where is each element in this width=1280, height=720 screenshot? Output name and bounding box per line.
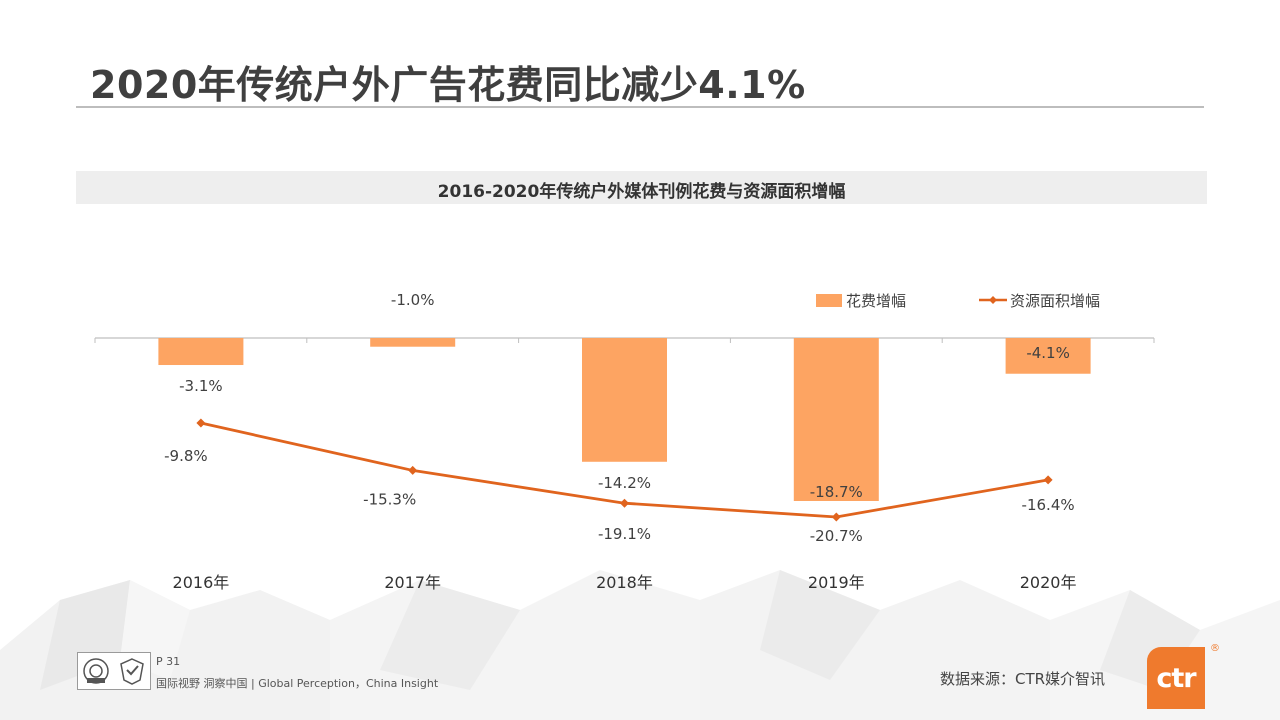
footer-tagline: 国际视野 洞察中国 | Global Perception，China Insi… xyxy=(156,677,439,690)
legend-label-area: 资源面积增幅 xyxy=(1010,291,1101,310)
x-tick-label: 2018年 xyxy=(596,573,653,592)
bar-label: -14.2% xyxy=(598,474,651,492)
bar-2019年 xyxy=(793,338,879,501)
line-label: -9.8% xyxy=(164,447,208,465)
x-tick-label: 2016年 xyxy=(173,573,230,592)
chart-title: 2016-2020年传统户外媒体刊例花费与资源面积增幅 xyxy=(437,182,846,202)
registered-mark: ® xyxy=(1210,643,1220,654)
certification-logos xyxy=(77,652,151,690)
bar-label: -3.1% xyxy=(179,377,223,395)
legend-label-spend: 花费增幅 xyxy=(846,291,907,310)
x-tick-label: 2020年 xyxy=(1020,573,1077,592)
page-number: P 31 xyxy=(156,655,181,668)
ctr-logo: ctr xyxy=(1147,647,1205,709)
bar-2016年 xyxy=(158,338,244,366)
line-label: -19.1% xyxy=(598,525,651,543)
legend-item-spend: 花费增幅 xyxy=(816,290,906,310)
line-point-2016年 xyxy=(196,418,206,428)
line-label: -20.7% xyxy=(810,527,863,545)
bar-label: -1.0% xyxy=(391,291,435,309)
line-point-2019年 xyxy=(831,512,841,522)
line-label: -15.3% xyxy=(363,490,416,508)
bar-2017年 xyxy=(370,338,456,347)
ukas-certification-icon xyxy=(120,658,144,685)
legend-swatch-area xyxy=(978,293,1008,307)
bar-label: -18.7% xyxy=(810,483,863,501)
line-point-2017年 xyxy=(408,465,418,475)
sgs-certification-icon xyxy=(83,658,109,684)
x-tick-label: 2019年 xyxy=(808,573,865,592)
bar-2018年 xyxy=(582,338,667,462)
line-point-2018年 xyxy=(620,498,629,508)
line-label: -16.4% xyxy=(1022,496,1075,514)
legend-swatch-spend xyxy=(816,293,842,307)
data-source: 数据来源：CTR媒介智讯 xyxy=(940,670,1106,688)
bar-2020年 xyxy=(1005,338,1091,374)
bar-label: -4.1% xyxy=(1026,344,1070,362)
chart-title-banner: 2016-2020年传统户外媒体刊例花费与资源面积增幅 xyxy=(76,171,1207,204)
line-point-2020年 xyxy=(1043,475,1053,485)
legend-item-area: 资源面积增幅 xyxy=(978,290,1100,310)
page-title: 2020年传统户外广告花费同比减少4.1% xyxy=(90,63,806,107)
x-tick-label: 2017年 xyxy=(384,573,441,592)
title-divider xyxy=(76,106,1204,108)
